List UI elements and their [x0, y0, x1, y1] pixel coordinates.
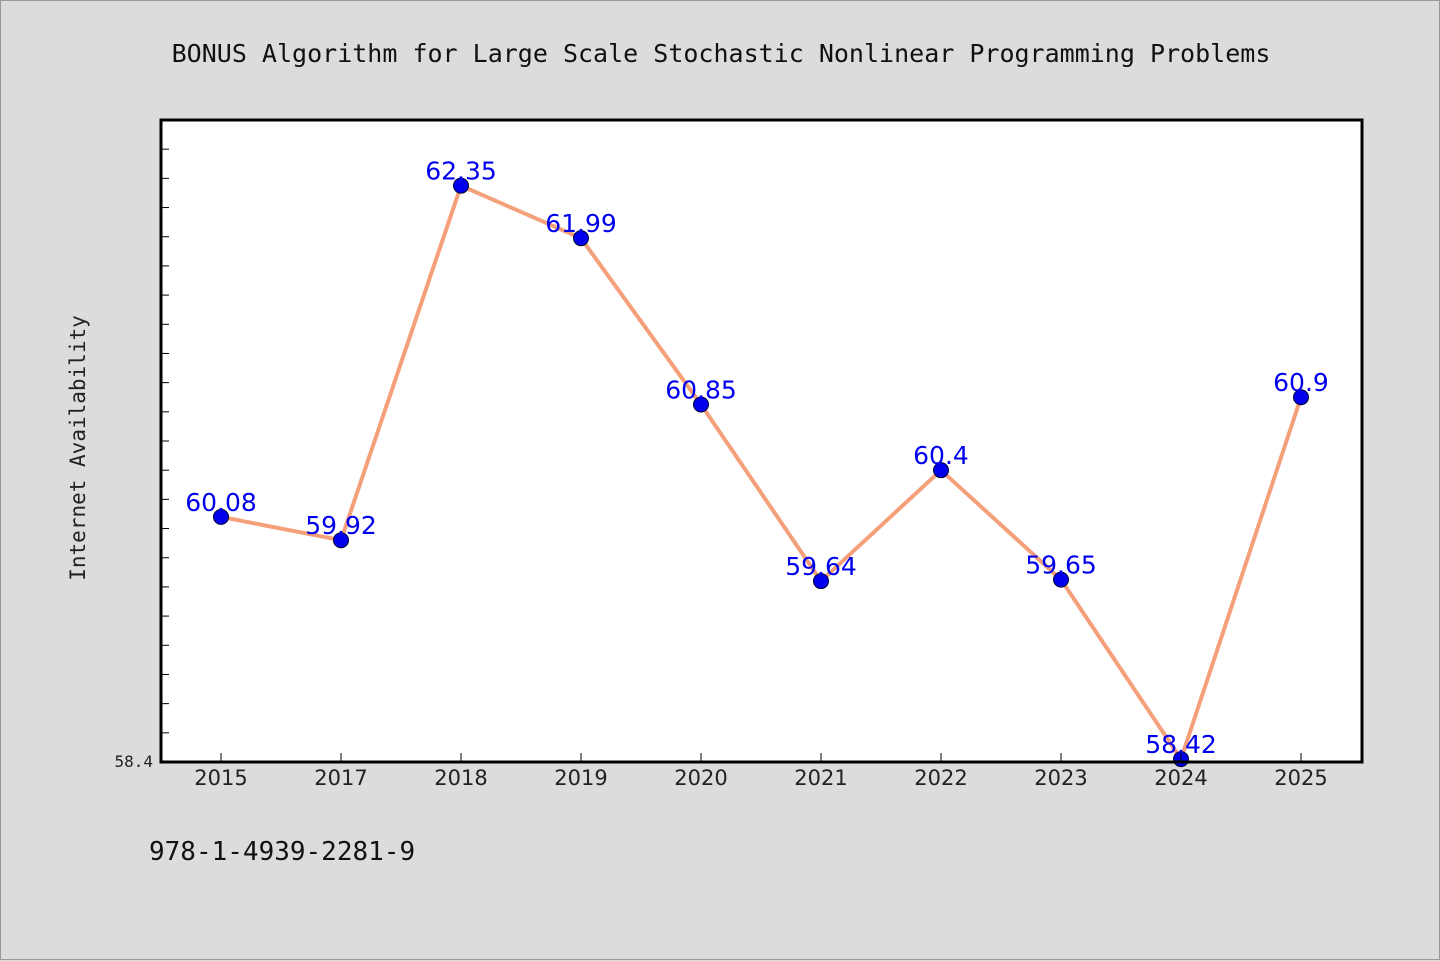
data-label: 59.65: [1025, 551, 1097, 580]
x-tick-label: 2021: [794, 766, 847, 790]
data-labels: 60.0859.9262.3561.9960.8559.6460.459.655…: [185, 157, 1329, 759]
data-point: [693, 396, 709, 413]
data-label: 61.99: [545, 209, 617, 238]
isbn-text: 978-1-4939-2281-9: [149, 837, 416, 867]
x-axis-tick-labels: 2015 2017 2018 2019 2020 2021 2022 2023 2024 2025: [194, 753, 1328, 790]
x-tick-label: 2024: [1154, 766, 1207, 790]
plot-frame: [159, 118, 1364, 764]
data-label: 59.64: [785, 552, 857, 581]
y-tick-label: 58.4: [114, 752, 153, 771]
data-markers: [213, 177, 1309, 768]
x-tick-label: 2015: [194, 766, 247, 790]
data-label: 60.9: [1273, 368, 1329, 397]
series-line: [219, 183, 1303, 762]
data-point: [1293, 389, 1309, 406]
plot-area: [161, 120, 1362, 762]
data-point: [453, 177, 469, 194]
x-tick-label: 2019: [554, 766, 607, 790]
data-label: 59.92: [305, 511, 377, 540]
y-axis-tick-labels: 58.4: [114, 752, 153, 771]
x-tick-label: 2022: [914, 766, 967, 790]
x-tick-label: 2025: [1274, 766, 1327, 790]
chart-title: BONUS Algorithm for Large Scale Stochast…: [172, 39, 1271, 68]
y-axis-label: Internet Availability: [66, 315, 90, 581]
series-line-layer: [219, 183, 1303, 762]
data-point: [813, 573, 829, 590]
x-tick-label: 2020: [674, 766, 727, 790]
data-point: [1053, 571, 1069, 588]
data-label: 60.85: [665, 376, 737, 405]
data-point: [333, 532, 349, 549]
data-point: [573, 230, 589, 247]
data-label: 60.4: [913, 441, 969, 470]
data-label: 60.08: [185, 488, 257, 517]
x-tick-label: 2023: [1034, 766, 1087, 790]
data-point: [213, 508, 229, 525]
data-label: 62.35: [425, 157, 497, 186]
x-tick-label: 2017: [314, 766, 367, 790]
data-point: [933, 462, 949, 479]
x-tick-label: 2018: [434, 766, 487, 790]
